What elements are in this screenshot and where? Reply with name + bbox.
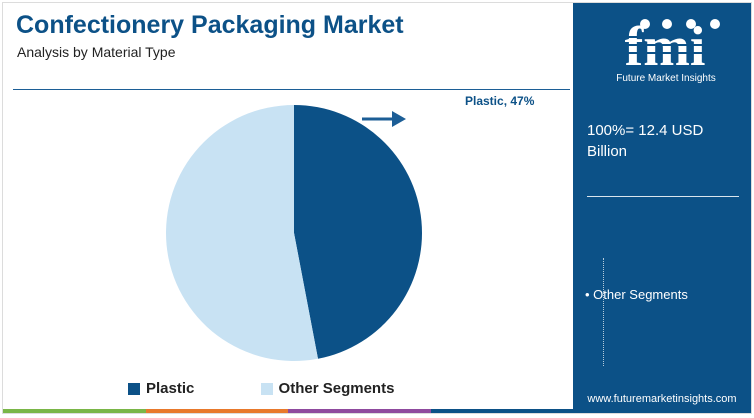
title-divider [13,89,570,90]
footer-stripe-3 [288,409,431,413]
legend-label-plastic: Plastic [146,380,195,397]
segment-bullet: • Other Segments [585,287,688,302]
logo-subtitle: Future Market Insights [616,73,716,84]
pie-slice-other-segments [165,105,318,361]
legend-swatch-other-segments [260,382,273,395]
footer-color-bar [3,409,573,413]
market-total: 100%= 12.4 USD Billion [587,122,704,160]
pie-slice-plastic [294,105,422,359]
legend-item-plastic: Plastic [128,380,194,397]
arrow-right-icon [362,111,406,127]
legend: Plastic Other Segments [128,380,394,399]
pie-chart [165,105,422,361]
chart-title: Confectionery Packaging Market [16,11,404,39]
dotted-connector [603,258,605,366]
legend-label-other-segments: Other Segments [278,380,395,397]
website-url[interactable]: www.futuremarketinsights.com [587,393,737,405]
footer-stripe-2 [145,409,288,413]
legend-item-other-segments: Other Segments [260,380,395,397]
panel-divider [587,196,739,197]
side-panel: fmi Future Market Insights 100%= 12.4 US… [573,3,751,413]
chart-subtitle: Analysis by Material Type [17,44,176,60]
fmi-logo: fmi [599,16,731,77]
callout-label: Plastic, 47% [465,94,535,108]
legend-swatch-plastic [128,382,140,395]
footer-stripe-4 [430,409,573,413]
footer-stripe-1 [3,409,146,413]
